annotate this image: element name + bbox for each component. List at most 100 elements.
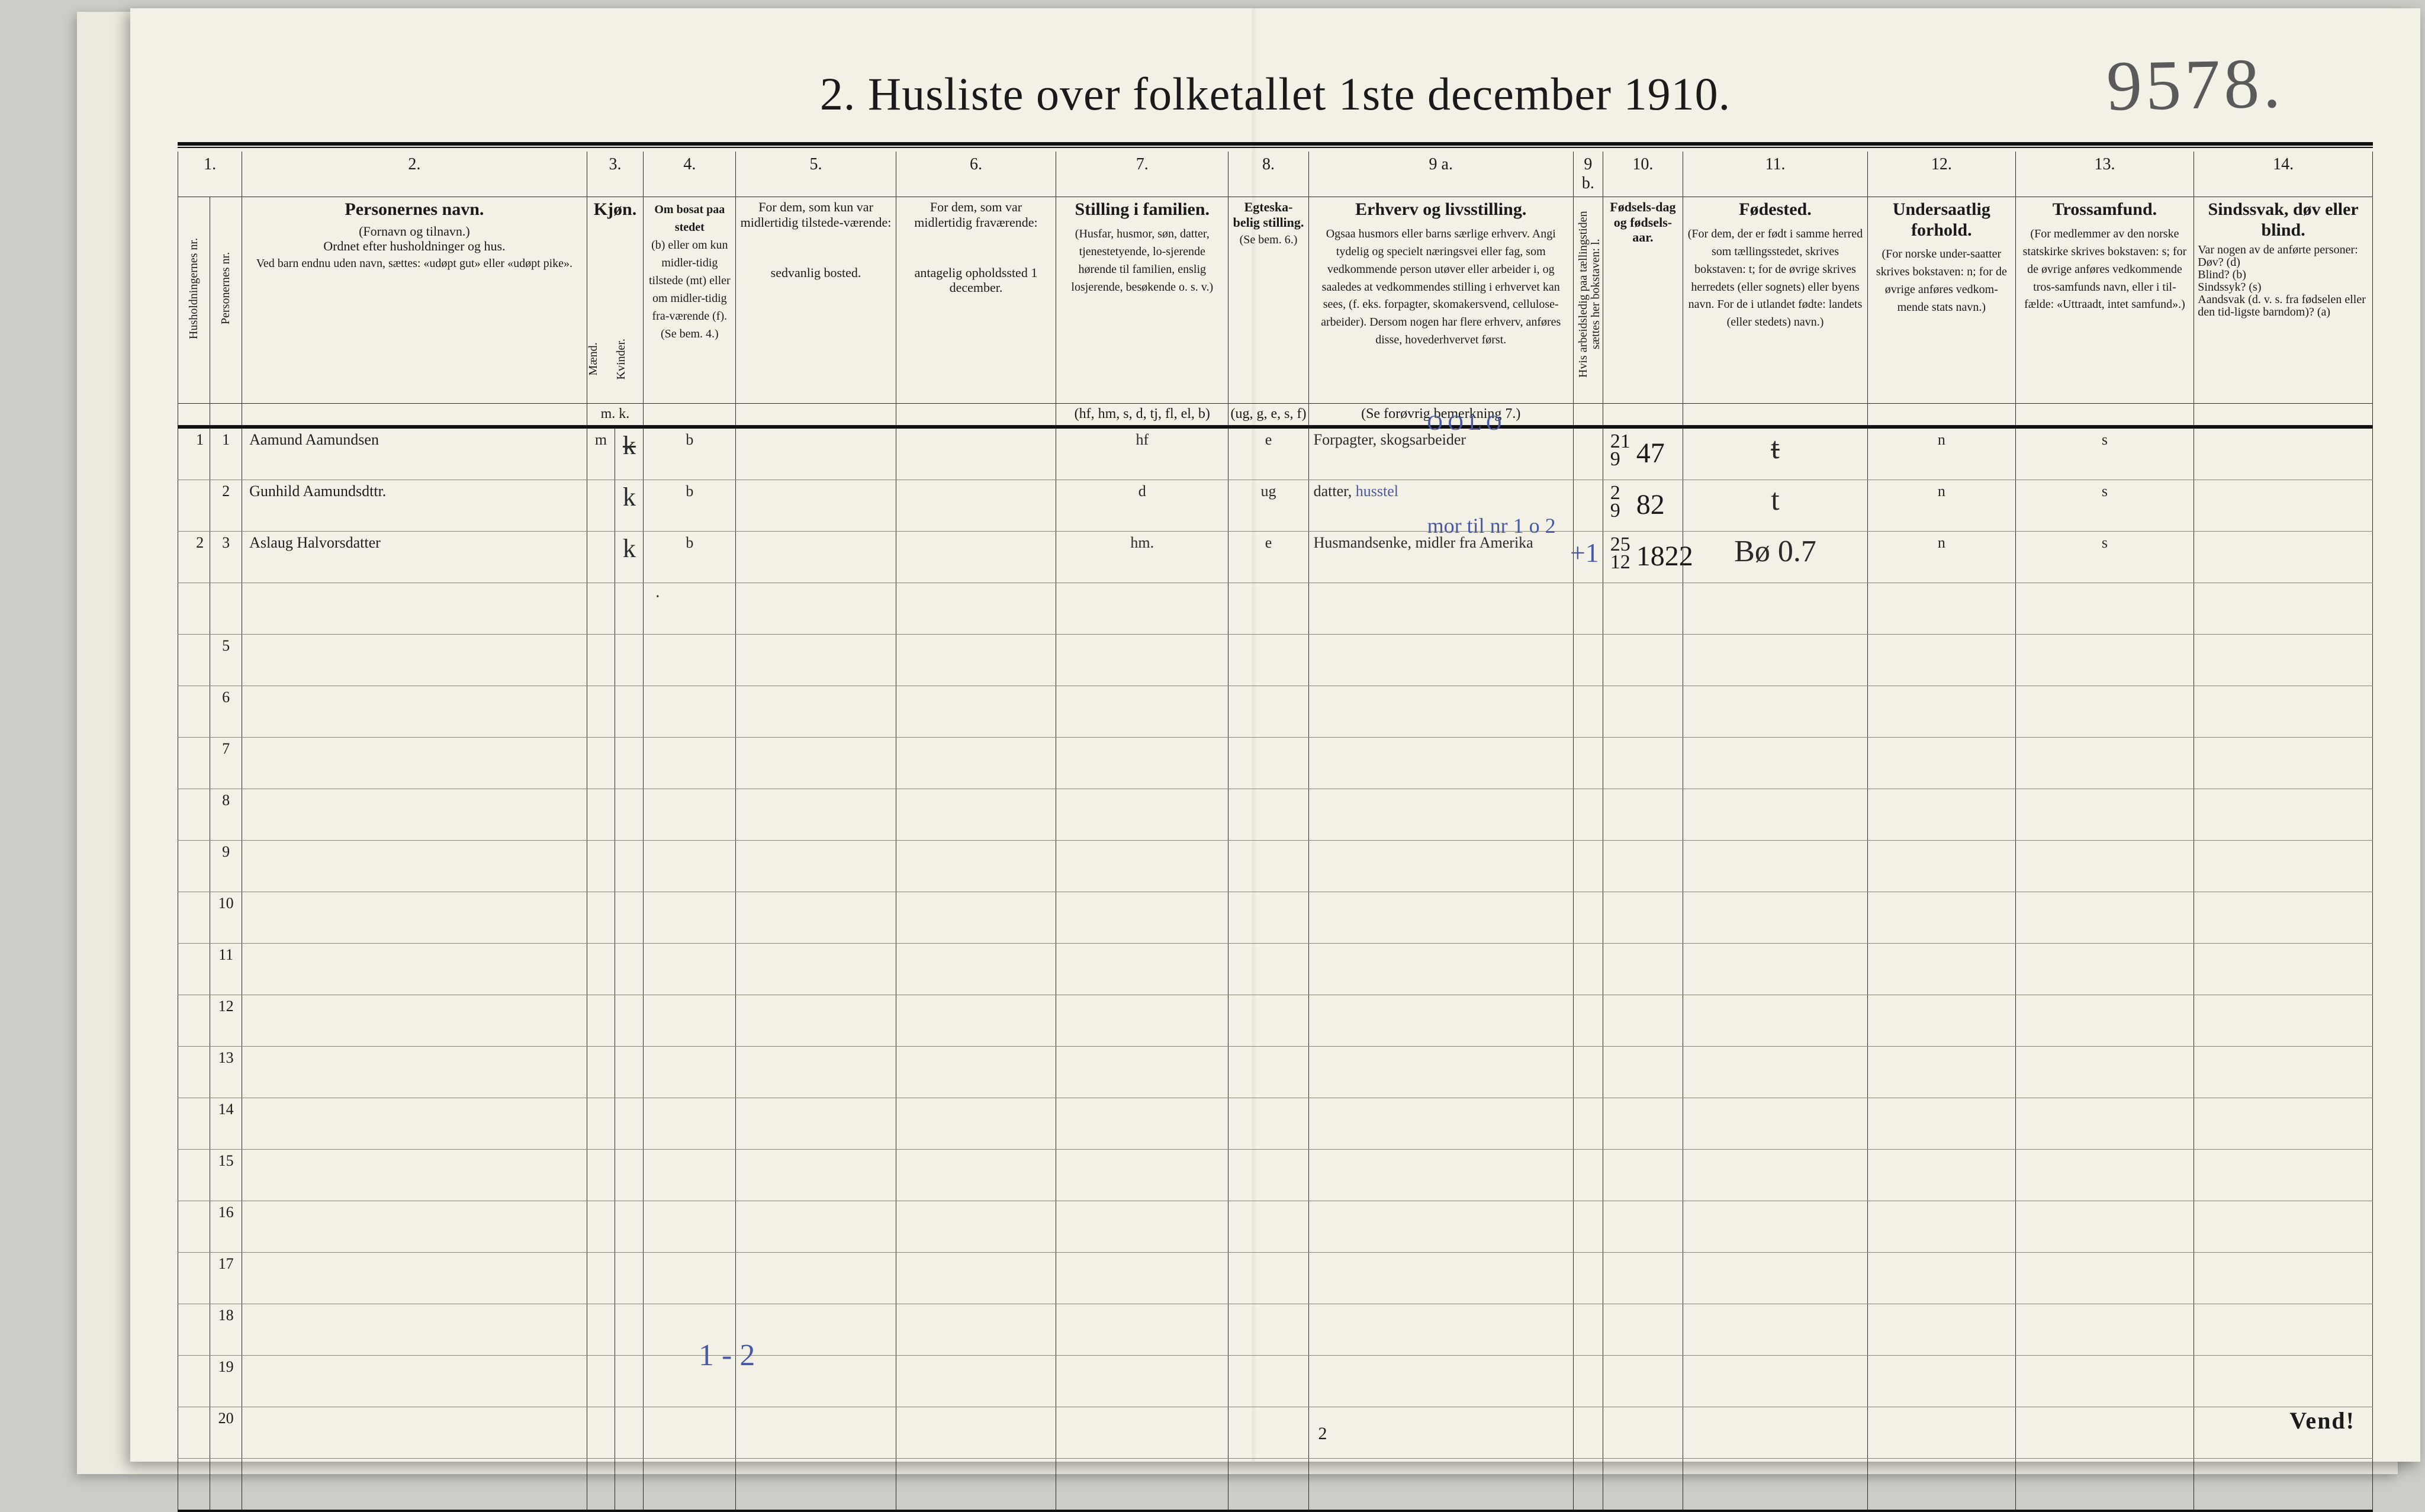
sub-empty-11 — [2015, 404, 2194, 427]
cell-name — [242, 686, 587, 737]
label-kvinder: Kvinder. — [615, 339, 643, 379]
cell-empty — [587, 1149, 615, 1201]
cell-name — [242, 995, 587, 1046]
label-name-sub2: Ordnet efter husholdninger og hus. — [246, 239, 583, 253]
cell-empty — [2194, 892, 2373, 943]
label-tros-title: Trossamfund. — [2019, 200, 2191, 220]
cell-empty — [644, 943, 736, 995]
row-pers-num: 10 — [210, 892, 242, 943]
cell-empty — [1056, 1201, 1228, 1252]
cell-empty — [615, 995, 644, 1046]
cell-empty — [1683, 1149, 1867, 1201]
cell-tros: s — [2015, 531, 2194, 583]
row-pers-num: 7 — [210, 737, 242, 789]
cell-empty — [1603, 840, 1683, 892]
cell-name: Gunhild Aamundsdttr. — [242, 480, 587, 531]
colnum-5: 5. — [736, 152, 896, 197]
cell-empty — [1308, 737, 1573, 789]
cell-haus — [178, 1304, 210, 1355]
head-still: Stilling i familien. (Husfar, husmor, sø… — [1056, 197, 1228, 404]
table-row: 14 — [178, 1098, 2373, 1149]
row-pers-num: 14 — [210, 1098, 242, 1149]
cell-empty — [736, 1046, 896, 1098]
cell-sind — [2194, 480, 2373, 531]
cell-haus — [178, 1149, 210, 1201]
annotation-plusone: +1 — [1570, 538, 1599, 569]
cell-empty — [644, 892, 736, 943]
cell-empty — [615, 840, 644, 892]
label-tros-body: (For medlemmer av den norske statskirke … — [2023, 227, 2187, 311]
colnum-14: 14. — [2194, 152, 2373, 197]
cell-empty — [615, 1458, 644, 1511]
cell-empty — [736, 1098, 896, 1149]
colnum-3: 3. — [587, 152, 644, 197]
cell-empty — [1573, 737, 1603, 789]
cell-empty — [587, 1252, 615, 1304]
column-header-row: Husholdningernes nr. Personernes nr. Per… — [178, 197, 2373, 404]
cell-empty — [1308, 1458, 1573, 1511]
cell-empty — [1868, 634, 2016, 686]
cell-name — [242, 737, 587, 789]
title-row: 2. Husliste over folketallet 1ste decemb… — [178, 44, 2373, 139]
cell-empty — [896, 840, 1056, 892]
label-name-sub3: Ved barn endnu uden navn, sættes: «udøpt… — [256, 257, 573, 270]
cell-haus — [178, 1252, 210, 1304]
cell-empty — [1308, 789, 1573, 840]
colnum-4: 4. — [644, 152, 736, 197]
cell-empty — [1228, 1355, 1308, 1407]
cell-empty — [1228, 1458, 1308, 1511]
cell-empty — [615, 1046, 644, 1098]
cell-empty — [587, 737, 615, 789]
cell-empty — [1308, 583, 1573, 634]
cell-empty — [1056, 686, 1228, 737]
cell-name: Aslaug Halvorsdatter — [242, 531, 587, 583]
cell-empty — [587, 1304, 615, 1355]
cell-empty — [644, 1252, 736, 1304]
table-row: 8 — [178, 789, 2373, 840]
colnum-2: 2. — [242, 152, 587, 197]
cell-empty — [2015, 1355, 2194, 1407]
cell-empty — [587, 943, 615, 995]
label-under-body: (For norske under-saatter skrives boksta… — [1876, 247, 2007, 314]
head-name: Personernes navn. (Fornavn og tilnavn.) … — [242, 197, 587, 404]
label-still-title: Stilling i familien. — [1060, 200, 1224, 220]
cell-empty — [587, 1458, 615, 1511]
cell-empty — [1683, 1252, 1867, 1304]
cell-empty — [2194, 1046, 2373, 1098]
cell-empty — [1308, 634, 1573, 686]
annotation-over: mor til nr 1 o 2 — [1427, 514, 1556, 538]
cell-empty — [1603, 1355, 1683, 1407]
table-row: 7 — [178, 737, 2373, 789]
cell-fsted-wrap: t — [1683, 427, 1867, 480]
cell-empty — [1683, 1201, 1867, 1252]
colnum-12: 12. — [1868, 152, 2016, 197]
cell-empty — [1056, 789, 1228, 840]
cell-midfra — [896, 480, 1056, 531]
table-head: 1. 2. 3. 4. 5. 6. 7. 8. 9 a. 9 b. 10. 11… — [178, 152, 2373, 427]
cell-empty — [644, 1149, 736, 1201]
cell-empty — [1228, 892, 1308, 943]
cell-empty — [896, 686, 1056, 737]
cell-empty — [896, 789, 1056, 840]
cell-empty — [1603, 943, 1683, 995]
table-row: 15 — [178, 1149, 2373, 1201]
label-bosat-title: Om bosat paa stedet — [654, 203, 725, 234]
cell-empty — [896, 1304, 1056, 1355]
cell-haus — [178, 943, 210, 995]
head-hushold: Husholdningernes nr. — [178, 197, 210, 404]
column-number-row: 1. 2. 3. 4. 5. 6. 7. 8. 9 a. 9 b. 10. 11… — [178, 152, 2373, 197]
head-egte: Egteska-belig stilling. (Se bem. 6.) — [1228, 197, 1308, 404]
cell-empty — [1573, 686, 1603, 737]
head-erhv: Erhverv og livsstilling. Ogsaa husmors e… — [1308, 197, 1573, 404]
rule-top-heavy — [178, 142, 2373, 146]
head-personnr: Personernes nr. — [210, 197, 242, 404]
cell-empty — [1228, 789, 1308, 840]
cell-name — [242, 1046, 587, 1098]
cell-empty — [896, 1149, 1056, 1201]
cell-haus — [178, 1098, 210, 1149]
cell-empty — [1868, 737, 2016, 789]
cell-empty — [896, 583, 1056, 634]
vend-label: Vend! — [2289, 1407, 2355, 1434]
cell-empty — [1228, 1149, 1308, 1201]
cell-empty — [2194, 1149, 2373, 1201]
